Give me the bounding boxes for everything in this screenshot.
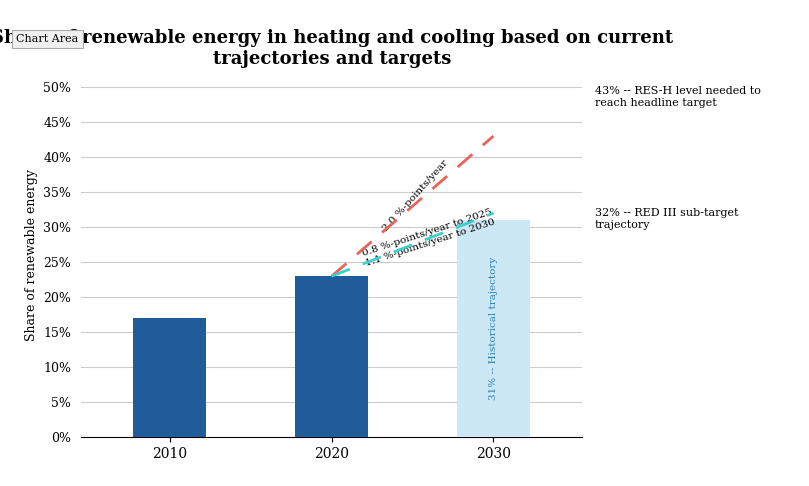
- Bar: [133, 318, 206, 437]
- Text: 2.0 %-points/year: 2.0 %-points/year: [382, 158, 450, 233]
- Text: Share of renewable energy in heating and cooling based on current
trajectories a: Share of renewable energy in heating and…: [0, 29, 673, 68]
- Y-axis label: Share of renewable energy: Share of renewable energy: [24, 169, 38, 341]
- Text: 32% -- RED III sub-target
trajectory: 32% -- RED III sub-target trajectory: [595, 208, 738, 229]
- Text: Chart Area: Chart Area: [16, 34, 78, 44]
- Text: 0.8 %-points/year to 2025
1.1 %-points/year to 2030: 0.8 %-points/year to 2025 1.1 %-points/y…: [361, 208, 497, 268]
- Bar: [295, 276, 368, 437]
- Text: 31% -- Historical trajectory: 31% -- Historical trajectory: [489, 257, 498, 400]
- Text: 43% -- RES-H level needed to
reach headline target: 43% -- RES-H level needed to reach headl…: [595, 87, 760, 108]
- Bar: [457, 220, 530, 437]
